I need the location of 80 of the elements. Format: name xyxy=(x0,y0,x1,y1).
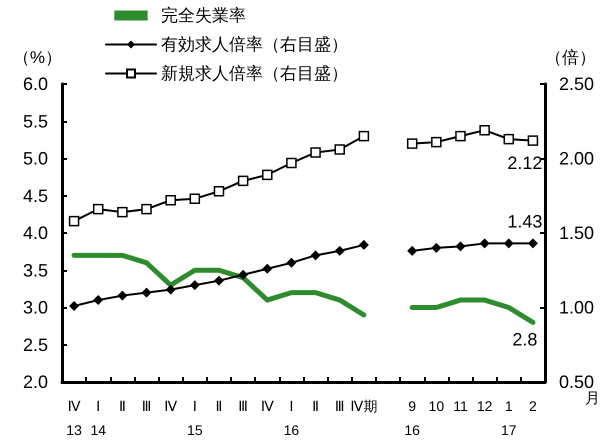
point xyxy=(310,250,321,260)
point xyxy=(455,241,466,252)
x-tick-label: Ⅲ xyxy=(142,398,152,414)
data-label: 1.43 xyxy=(507,211,542,232)
legend-label: 完全失業率 xyxy=(161,6,246,25)
x-tick-label: 9 16 xyxy=(404,398,420,438)
point xyxy=(334,246,345,256)
x-tick-label: 2 xyxy=(529,398,538,414)
y-tick-label: 5.0 xyxy=(22,148,48,168)
x-tick-label: Ⅳ xyxy=(164,398,178,414)
data-label: 2.12 xyxy=(507,152,542,173)
x-tick-label: Ⅱ xyxy=(118,398,126,414)
text: 月 xyxy=(585,390,600,407)
point xyxy=(528,238,538,248)
x-tick-label: Ⅰ 16 xyxy=(284,398,300,438)
point xyxy=(334,144,345,155)
y-tick-label: 4.5 xyxy=(22,186,48,206)
point xyxy=(68,216,80,226)
point xyxy=(142,288,152,298)
x-tick-label: Ⅲ xyxy=(334,398,345,414)
point xyxy=(480,238,490,248)
data-label: 2.8 xyxy=(512,329,538,350)
y2-tick-label: 2.50 xyxy=(559,74,594,94)
point xyxy=(117,290,128,301)
x-tick-label: Ⅰ 14 xyxy=(90,398,106,438)
point xyxy=(165,194,176,206)
x-tick-label: 12 xyxy=(476,398,493,414)
point xyxy=(117,206,128,218)
point xyxy=(504,134,514,144)
point xyxy=(214,276,224,286)
point xyxy=(262,264,272,274)
point xyxy=(310,147,321,158)
point xyxy=(286,158,297,168)
point xyxy=(528,135,538,146)
legend-label: 有効求人倍率（右目盛） xyxy=(161,35,348,54)
x-tick-label: Ⅳ期 xyxy=(350,398,378,414)
y2-tick-label: 1.00 xyxy=(559,298,594,318)
point xyxy=(406,138,418,149)
y-tick-label: 2.5 xyxy=(22,334,48,355)
point xyxy=(190,280,200,290)
point xyxy=(358,130,370,142)
x-tick-label: Ⅰ 15 xyxy=(187,398,203,438)
y2-tick-label: 0.50 xyxy=(559,372,594,392)
x-tick-label: 11 xyxy=(453,398,468,414)
point xyxy=(166,284,176,295)
point xyxy=(431,242,442,253)
point xyxy=(262,170,273,180)
x-tick-label: 10 xyxy=(428,398,444,414)
point xyxy=(141,204,152,214)
point xyxy=(69,301,80,312)
y-tick-label: 6.0 xyxy=(22,74,48,94)
x-tick-label: Ⅳ 13 xyxy=(66,398,82,438)
point xyxy=(431,136,442,148)
point xyxy=(93,295,104,306)
legend-label: 新規求人倍率（右目盛） xyxy=(161,64,348,83)
point xyxy=(479,124,490,136)
x-tick-label: Ⅳ xyxy=(260,398,274,414)
x-tick-label: 1 17 xyxy=(500,398,517,438)
point xyxy=(504,238,514,248)
y-tick-label: 2.0 xyxy=(22,372,48,392)
y-axis-title: （%） xyxy=(12,48,62,67)
point xyxy=(238,270,248,280)
x-tick-label: Ⅲ xyxy=(238,398,248,414)
point xyxy=(238,176,248,186)
point xyxy=(190,193,200,204)
point xyxy=(455,130,466,142)
point xyxy=(407,246,418,256)
y-tick-label: 3.0 xyxy=(22,298,48,318)
y-tick-label: 5.5 xyxy=(22,111,48,132)
x-tick-label: Ⅱ xyxy=(312,398,320,414)
x-tick-label: Ⅱ xyxy=(216,398,222,414)
point xyxy=(214,186,224,197)
y2-axis-title: （倍） xyxy=(545,48,596,67)
point xyxy=(286,258,296,268)
point xyxy=(358,240,369,250)
y-tick-label: 4.0 xyxy=(22,223,48,243)
y2-tick-label: 1.50 xyxy=(559,223,594,243)
y-tick-label: 3.5 xyxy=(22,260,48,280)
y2-tick-label: 2.00 xyxy=(559,148,594,168)
point xyxy=(92,204,104,214)
